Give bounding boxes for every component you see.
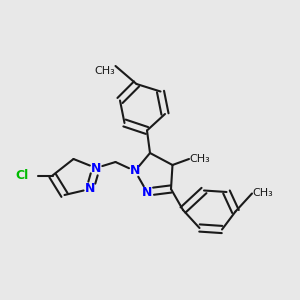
Text: N: N (91, 161, 101, 175)
Text: CH₃: CH₃ (95, 66, 116, 76)
Text: N: N (130, 164, 140, 178)
Text: CH₃: CH₃ (252, 188, 273, 199)
Text: CH₃: CH₃ (189, 154, 210, 164)
Text: N: N (85, 182, 95, 196)
Text: Cl: Cl (15, 169, 28, 182)
Text: N: N (142, 185, 152, 199)
